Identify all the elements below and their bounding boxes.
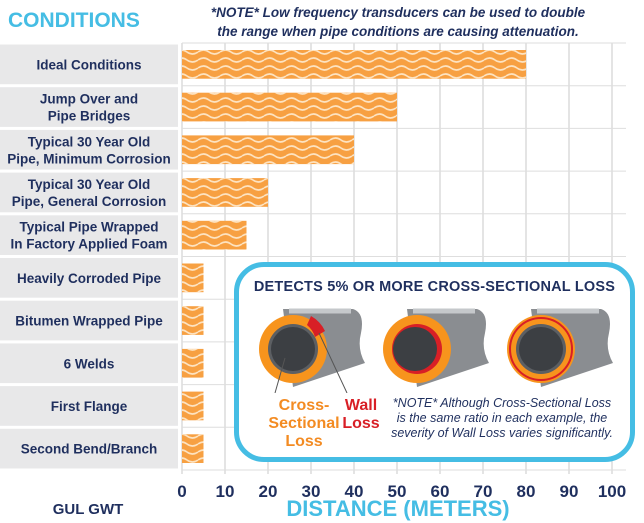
- cross-sectional-loss-callout: DETECTS 5% OR MORE CROSS-SECTIONAL LOSS: [234, 262, 635, 462]
- category-band: [0, 386, 178, 426]
- pipe-illustrations: [259, 308, 613, 393]
- x-tick-label: 90: [560, 482, 579, 501]
- x-tick-labels: 0 10 20 30 40 50 60 70 80 90 100: [177, 482, 626, 501]
- cross-sectional-loss-label: Cross- Sectional Loss: [268, 397, 340, 450]
- category-label: 6 Welds: [64, 356, 115, 371]
- category-label: Typical 30 Year Old Pipe, Minimum Corrosi…: [7, 134, 171, 166]
- category-band: [0, 172, 178, 213]
- bar: [182, 263, 204, 293]
- x-tick-label: 80: [517, 482, 536, 501]
- category-label: Typical 30 Year Old Pipe, General Corrosi…: [12, 177, 167, 209]
- x-tick-label: 20: [259, 482, 278, 501]
- x-tick-label: 60: [431, 482, 450, 501]
- x-tick-label: 40: [345, 482, 364, 501]
- category-band: [0, 428, 178, 469]
- callout-heading: DETECTS 5% OR MORE CROSS-SECTIONAL LOSS: [253, 279, 616, 295]
- category-label: Bitumen Wrapped Pipe: [15, 314, 163, 329]
- category-band: [0, 343, 178, 384]
- bar: [182, 348, 204, 378]
- bar: [182, 391, 204, 421]
- category-band: [0, 44, 178, 85]
- x-tick-label: 100: [598, 482, 626, 501]
- pipe-icon: [259, 308, 365, 393]
- bar: [182, 220, 247, 250]
- category-band: [0, 300, 178, 341]
- bar: [182, 135, 354, 165]
- category-band: [0, 87, 178, 127]
- note-line-2: the range when pipe conditions are causi…: [217, 24, 579, 39]
- x-tick-label: 30: [302, 482, 321, 501]
- pipe-icon: [507, 308, 613, 387]
- category-bands: [0, 44, 178, 469]
- corner-label: GUL GWT: [53, 501, 124, 518]
- x-tick-label: 70: [474, 482, 493, 501]
- category-label: Ideal Conditions: [36, 57, 141, 72]
- x-axis-label: DISTANCE (METERS): [286, 496, 509, 521]
- category-label: Typical Pipe Wrapped In Factory Applied F…: [10, 220, 167, 252]
- pipe-icon: [383, 308, 489, 387]
- note-line-1: *NOTE* Low frequency transducers can be …: [211, 5, 586, 20]
- category-label: Second Bend/Branch: [21, 442, 158, 457]
- category-band: [0, 129, 178, 170]
- callout-note: *NOTE* Although Cross-Sectional Loss is …: [391, 396, 613, 440]
- bar: [182, 434, 204, 463]
- x-tick-label: 10: [216, 482, 235, 501]
- bar: [182, 306, 204, 335]
- x-tick-label: 50: [388, 482, 407, 501]
- category-labels: Ideal Conditions Jump Over and Pipe Bridge…: [7, 57, 171, 456]
- bar: [182, 50, 526, 79]
- chart-title: CONDITIONS: [8, 9, 140, 32]
- bars: [182, 50, 526, 463]
- category-label: First Flange: [51, 399, 128, 414]
- category-band: [0, 215, 178, 255]
- category-band: [0, 258, 178, 298]
- bar: [182, 178, 268, 207]
- bar: [182, 92, 397, 122]
- category-label: Heavily Corroded Pipe: [17, 271, 162, 286]
- wall-loss-label: Wall Loss: [342, 397, 380, 432]
- category-label: Jump Over and Pipe Bridges: [40, 92, 138, 124]
- x-tick-label: 0: [177, 482, 186, 501]
